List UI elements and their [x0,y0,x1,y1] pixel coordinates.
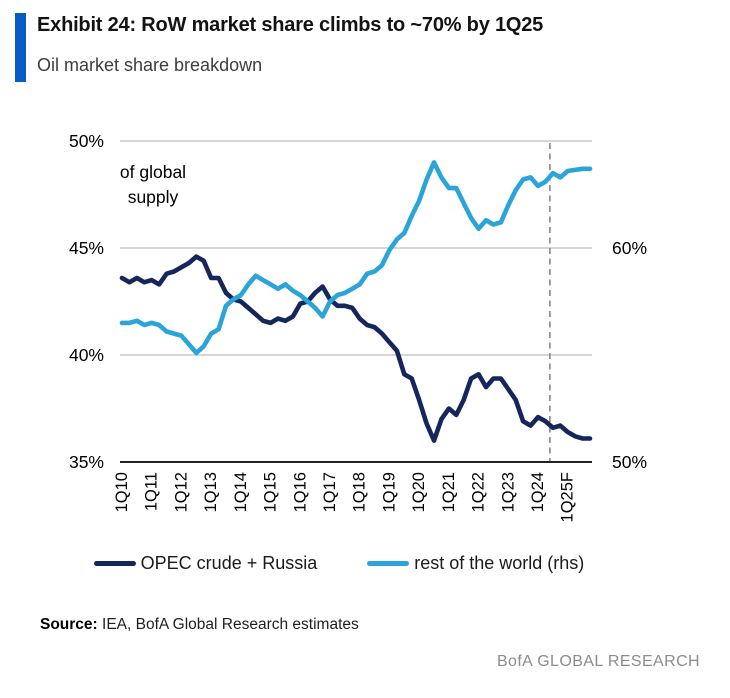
source-label: Source: [40,616,98,633]
legend-label-row: rest of the world (rhs) [414,553,585,573]
opec-line-swatch [93,561,136,566]
left-axis-tick-label: 35% [69,452,104,472]
exhibit-subtitle: Oil market share breakdown [37,55,263,75]
x-axis-tick-label: 1Q16 [291,472,309,512]
left-axis-tick-label: 45% [69,238,104,258]
x-axis-tick-label: 1Q10 [113,472,131,512]
axis-unit-annotation: supply [128,187,179,207]
brand-footer: BofA GLOBAL RESEARCH [496,653,700,670]
right-axis-tick-label: 50% [612,452,647,472]
x-axis-tick-label: 1Q25F [559,472,577,522]
x-axis-tick-label: 1Q19 [380,472,398,512]
exhibit-title: Exhibit 24: RoW market share climbs to ~… [37,14,544,36]
right-axis-tick-label: 60% [612,238,647,258]
legend-label-opec: OPEC crude + Russia [140,553,318,573]
source-text: IEA, BofA Global Research estimates [97,616,359,633]
left-axis-tick-label: 40% [69,345,104,365]
left-axis-tick-label: 50% [69,131,104,151]
x-axis-tick-label: 1Q13 [202,472,220,512]
rest-of-world-series-line [119,160,593,356]
x-axis-tick-label: 1Q18 [351,472,369,512]
x-axis-tick-label: 1Q23 [499,472,517,512]
x-axis-tick-label: 1Q22 [470,472,488,512]
legend-item-row: rest of the world (rhs) [367,553,584,574]
source-note: Source: IEA, BofA Global Research estima… [40,616,359,634]
x-axis-tick-label: 1Q15 [262,472,280,512]
row-line-swatch [367,561,410,566]
x-axis-tick-label: 1Q21 [440,472,458,512]
x-axis-tick-label: 1Q20 [410,472,428,512]
x-axis-tick-label: 1Q17 [321,472,339,512]
opec-russia-series-line [119,254,593,443]
market-share-line-chart: 50% 45% 40% 35% 60% 50% 1Q10 1Q11 1Q12 1Q13 1Q14 1Q… [69,131,647,522]
x-axis-tick-label: 1Q11 [143,472,161,511]
axis-unit-annotation: of global [120,162,186,182]
x-axis-tick-label: 1Q24 [529,472,547,512]
x-axis-tick-label: 1Q12 [172,472,190,512]
legend-item-opec: OPEC crude + Russia [93,553,318,574]
x-axis-tick-label: 1Q14 [232,472,250,512]
exhibit-accent-bar [15,13,26,82]
chart-legend: OPEC crude + Russia rest of the world (r… [0,553,730,574]
